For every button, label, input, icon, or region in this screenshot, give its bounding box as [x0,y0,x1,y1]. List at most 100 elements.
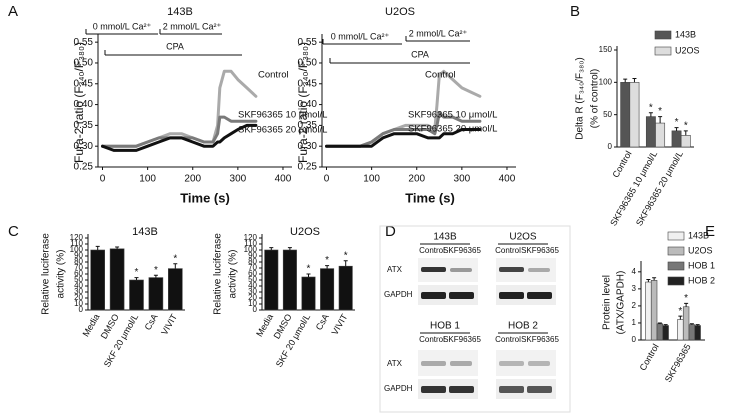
y-tick-label: 40 [74,281,83,290]
y-tick-label: 0.30 [298,141,318,152]
y-axis-label: Fura-2 ratio (F₃₄₀/F₃₈₀) [296,42,310,163]
x-tick-label: 300 [230,174,247,185]
y-tick-label: 110 [244,239,257,248]
bar [129,279,144,311]
y-tick-label: 90 [248,251,257,260]
y-tick-label: 0.50 [74,58,94,69]
y-tick-label: 0.40 [74,99,94,110]
blot-group: HOB 1 [430,321,460,332]
y-tick-label: 70 [74,263,83,272]
blot-group: U2OS [509,232,537,243]
significance: * [154,265,158,276]
x-tick-label: 300 [454,174,471,185]
band [421,267,446,272]
y-axis-label: Protein level [602,275,613,330]
bar [148,277,164,311]
panel-label: E [705,223,715,240]
bar [650,280,658,341]
band [499,267,524,272]
significance: * [307,264,311,275]
x-tick-label: VIVIT [159,312,179,337]
error-bar [95,245,100,250]
band [527,386,552,393]
significance: * [658,106,662,117]
bar [90,249,105,311]
x-axis-label: Time (s) [405,190,455,205]
y-axis-label: (% of control) [590,69,601,128]
series-label: SKF96365 20 μmol/L [408,124,497,135]
x-tick-label: SKF96365 10 μmol/L [608,149,659,227]
x-tick-label: Control [638,342,661,372]
y-axis-label: activity (%) [228,250,239,299]
error-bar [678,315,683,320]
significance: * [684,120,688,131]
x-tick-label: 200 [408,174,425,185]
x-tick-label: 0 [324,174,330,185]
y-tick-label: 0.45 [298,78,318,89]
legend-label: HOB 1 [688,260,715,270]
y-tick-label: 70 [248,263,257,272]
lane-label: Control [419,335,445,344]
legend-label: 143B [688,230,709,240]
x-tick-label: CsA [143,312,160,332]
blot-group: HOB 2 [508,321,538,332]
x-tick-label: CsA [314,312,331,332]
error-bar [683,130,688,136]
significance: * [325,255,329,266]
error-bar [657,322,662,324]
series-label: SKF96365 20 μmol/L [238,125,327,136]
legend-swatch [654,46,672,56]
series-label: Control [258,70,289,81]
significance: * [649,102,653,113]
y-tick-label: 50 [248,275,257,284]
error-bar [115,246,120,249]
blot-frame [379,225,571,413]
y-tick-label: 0.55 [74,37,94,48]
y-tick-label: 120 [70,233,84,242]
y-tick-label: 0.35 [298,120,318,131]
band [528,268,550,272]
bar [338,265,353,311]
y-tick-label: 0.55 [298,37,318,48]
bar [645,116,656,148]
band [450,361,472,366]
row-label: GAPDH [384,384,413,393]
y-tick-label: 0.30 [74,141,94,152]
y-axis-label: Delta R (F₃₄₀/F₃₈₀) [575,57,586,139]
y-tick-label: 120 [244,233,258,242]
y-tick-label: 30 [248,287,257,296]
band [499,361,524,366]
lane-label: SKF96365 [521,246,559,255]
annotation: 2 mmol/L Ca²⁺ [163,21,222,31]
band [421,386,446,393]
band [499,386,524,393]
bar [682,306,690,341]
y-tick-label: 0.25 [74,162,94,173]
significance: * [675,117,679,128]
x-tick-label: VIVIT [330,312,350,337]
chart-title: 143B [132,226,158,238]
x-tick-label: SKF96365 [663,342,693,384]
y-tick-label: 80 [248,257,257,266]
lane-label: SKF96365 [443,335,481,344]
membrane [496,285,556,305]
bar [680,135,691,148]
y-tick-label: 2 [632,301,637,310]
y-tick-label: 110 [70,239,83,248]
bar [655,122,666,148]
error-bar [648,112,653,117]
annotation: CPA [411,49,429,59]
series-line [325,128,482,148]
series-line [101,115,258,148]
annotation: 2 mmol/L Ca²⁺ [409,28,468,38]
y-tick-label: 100 [244,245,258,254]
bar [694,325,701,341]
x-tick-label: 200 [184,174,201,185]
error-bar [663,324,668,326]
y-tick-label: 0.40 [298,99,318,110]
band [449,386,474,393]
x-axis-label: Time (s) [180,190,230,205]
significance: * [135,267,139,278]
y-tick-label: 0 [253,305,258,314]
